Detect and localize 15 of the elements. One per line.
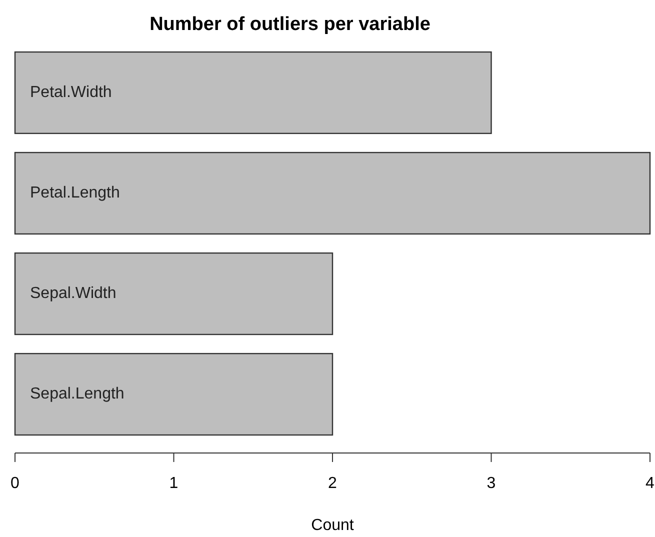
- y-tick-label: Petal.Length: [30, 184, 120, 202]
- y-tick-label: Petal.Width: [30, 84, 112, 101]
- x-tick-label: 2: [328, 475, 338, 492]
- bar: [14, 252, 334, 336]
- x-tick-label: 3: [486, 475, 496, 492]
- y-tick-label: Sepal.Length: [30, 386, 124, 403]
- x-axis-title: Count: [311, 517, 354, 534]
- y-tick-label: Sepal.Width: [30, 284, 116, 302]
- x-tick-label: 0: [10, 475, 20, 492]
- bar: [14, 51, 492, 134]
- x-tick-label: 4: [646, 475, 655, 492]
- bar: [14, 352, 334, 436]
- chart-title: Number of outliers per variable: [150, 14, 430, 35]
- bar: [14, 152, 651, 235]
- x-tick-label: 1: [169, 475, 178, 492]
